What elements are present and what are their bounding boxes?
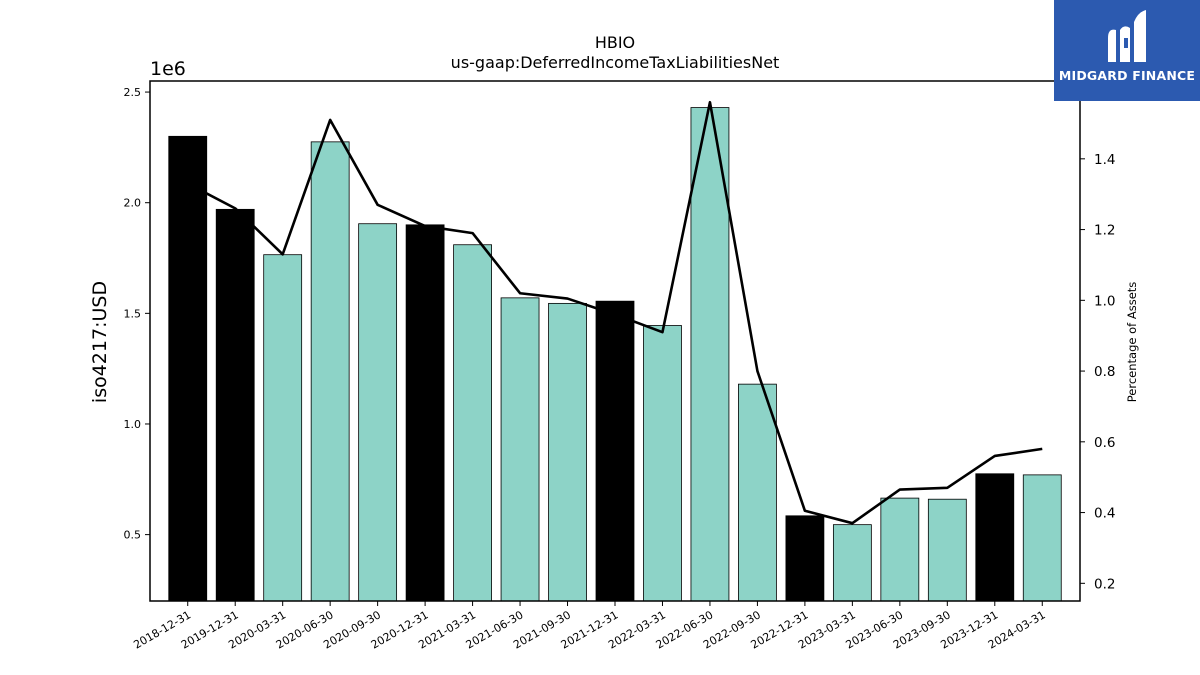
bar-2021-06-30	[500, 297, 540, 602]
bar-2020-12-31	[405, 224, 445, 602]
bar-2021-09-30	[548, 302, 587, 602]
y2-tick-label: 0.4	[1094, 506, 1115, 522]
chart-subtitle: us-gaap:DeferredIncomeTaxLiabilitiesNet	[451, 53, 780, 72]
percentage-line	[187, 100, 1043, 525]
bar-2021-12-31	[595, 300, 635, 602]
y-tick-label: 0.5	[124, 529, 142, 542]
bar-2023-09-30	[927, 498, 967, 602]
bars-layer	[168, 107, 1062, 602]
midgard-logo-icon	[1108, 10, 1146, 62]
bar-2019-12-31	[215, 208, 255, 602]
bar-2023-03-31	[832, 524, 872, 602]
bar-2023-06-30	[880, 497, 920, 602]
bar-2022-06-30	[690, 107, 730, 602]
line-layer	[187, 100, 1043, 525]
y-tick-label: 2.0	[124, 197, 142, 210]
y-tick-label: 1.5	[124, 307, 142, 320]
y2-tick-label: 1.0	[1094, 293, 1115, 309]
y2-axis-label: Percentage of Assets	[1125, 282, 1139, 403]
y2-tick-label: 1.4	[1094, 152, 1115, 168]
bar-2022-12-31	[785, 515, 825, 602]
bar-2023-12-31	[975, 473, 1015, 602]
bar-2022-09-30	[738, 383, 777, 602]
y2-tick-label: 0.2	[1094, 576, 1115, 592]
bar-2020-09-30	[358, 223, 398, 602]
bar-2024-03-31	[1022, 474, 1062, 602]
logo: MIDGARD FINANCE	[1054, 0, 1200, 101]
bar-2020-03-31	[263, 254, 303, 602]
bar-2022-03-31	[643, 325, 682, 602]
logo-text: MIDGARD FINANCE	[1058, 68, 1196, 83]
y-tick-label: 2.5	[124, 86, 142, 99]
bar-2021-03-31	[453, 244, 492, 602]
y2-tick-label: 0.6	[1094, 435, 1115, 451]
y-offset-label: 1e6	[150, 58, 186, 80]
y2-tick-label: 0.8	[1094, 364, 1115, 380]
bar-2018-12-31	[168, 135, 208, 602]
y-tick-label: 1.0	[124, 418, 142, 431]
bar-2020-06-30	[310, 141, 350, 602]
chart-title: HBIO	[595, 33, 635, 52]
y2-tick-label: 1.2	[1094, 223, 1115, 239]
y-axis-label: iso4217:USD	[89, 281, 111, 403]
